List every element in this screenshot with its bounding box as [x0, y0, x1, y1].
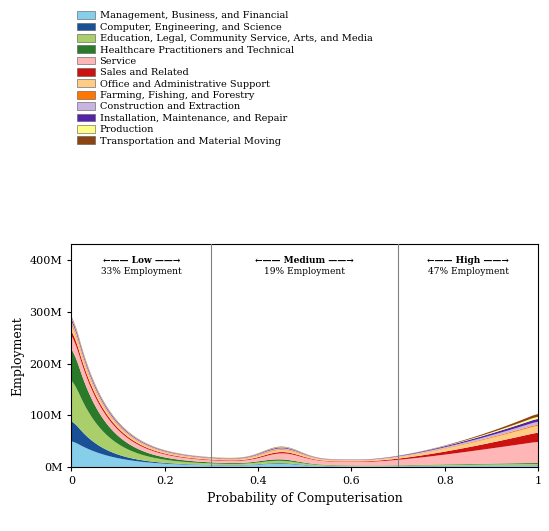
Legend: Management, Business, and Financial, Computer, Engineering, and Science, Educati: Management, Business, and Financial, Com… — [76, 10, 373, 147]
X-axis label: Probability of Computerisation: Probability of Computerisation — [207, 492, 402, 505]
Text: 19% Employment: 19% Employment — [264, 268, 345, 277]
Text: 33% Employment: 33% Employment — [101, 268, 182, 277]
Text: ←—— High ——→: ←—— High ——→ — [427, 256, 509, 265]
Text: 47% Employment: 47% Employment — [428, 268, 508, 277]
Text: ←—— Low ——→: ←—— Low ——→ — [103, 256, 180, 265]
Y-axis label: Employment: Employment — [11, 316, 24, 396]
Text: ←—— Medium ——→: ←—— Medium ——→ — [255, 256, 354, 265]
